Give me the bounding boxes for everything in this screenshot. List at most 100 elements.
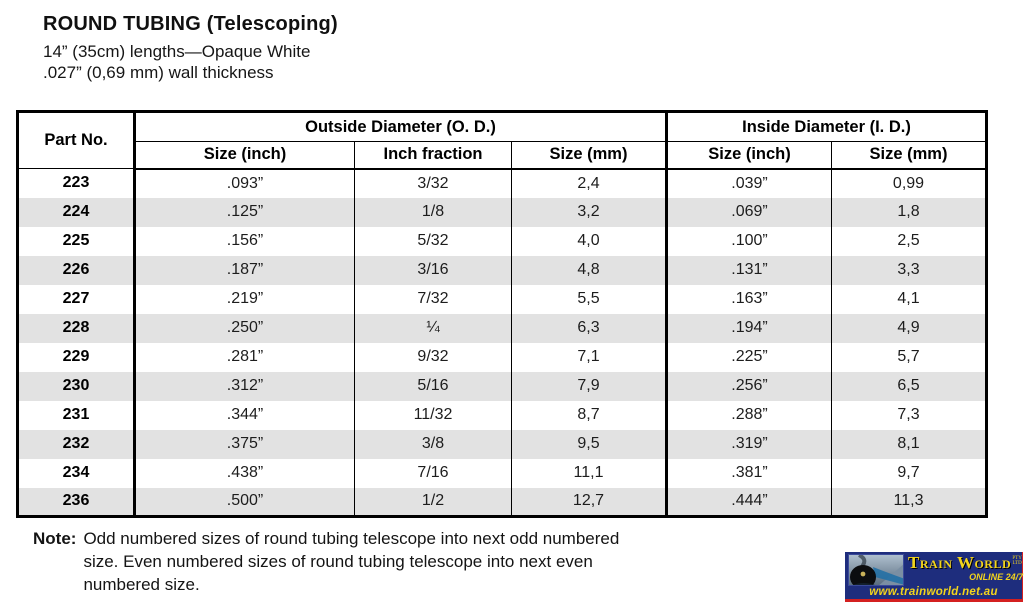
id-inch-cell: .288”: [666, 400, 832, 430]
od-mm-cell: 7,9: [511, 371, 668, 401]
id-mm-cell: 7,3: [831, 400, 987, 430]
id-inch-cell: .225”: [666, 342, 832, 372]
od-inch-cell: .093”: [134, 168, 355, 198]
part-no-cell: 229: [17, 342, 136, 372]
od-fraction-cell: 7/32: [354, 284, 512, 314]
od-fraction-cell: 7/16: [354, 458, 512, 488]
od-inch-cell: .281”: [134, 342, 355, 372]
id-mm-cell: 2,5: [831, 226, 987, 256]
id-mm-cell: 9,7: [831, 458, 987, 488]
part-no-cell: 223: [17, 168, 136, 198]
od-mm-cell: 5,5: [511, 284, 668, 314]
logo-brand-text: Train World: [908, 553, 1012, 572]
logo-top-row: Train World Pty Ltd ONLINE 24/7: [848, 554, 1023, 586]
od-fraction-cell: 11/32: [354, 400, 512, 430]
od-inch-cell: .219”: [134, 284, 355, 314]
od-fraction-cell: ¼: [354, 313, 512, 343]
od-mm-cell: 4,0: [511, 226, 668, 256]
id-size-inch-header: Size (inch): [666, 141, 832, 170]
od-inch-fraction-header: Inch fraction: [354, 141, 512, 170]
part-no-cell: 228: [17, 313, 136, 343]
part-no-cell: 230: [17, 371, 136, 401]
od-size-inch-header: Size (inch): [134, 141, 355, 170]
od-inch-cell: .500”: [134, 487, 355, 517]
part-no-cell: 232: [17, 429, 136, 459]
id-mm-cell: 6,5: [831, 371, 987, 401]
note-text: Odd numbered sizes of round tubing teles…: [83, 529, 620, 594]
od-inch-cell: .375”: [134, 429, 355, 459]
subtitle-lengths: 14” (35cm) lengths—Opaque White: [43, 42, 311, 61]
id-mm-cell: 1,8: [831, 197, 987, 227]
logo-url: www.trainworld.net.au: [869, 586, 998, 598]
table-row: 227 .219” 7/32 5,5 .163” 4,1: [17, 284, 987, 314]
od-mm-cell: 6,3: [511, 313, 668, 343]
od-fraction-cell: 5/16: [354, 371, 512, 401]
table-row: 224 .125” 1/8 3,2 .069” 1,8: [17, 197, 987, 227]
id-inch-cell: .256”: [666, 371, 832, 401]
od-inch-cell: .250”: [134, 313, 355, 343]
id-inch-cell: .444”: [666, 487, 832, 517]
part-no-cell: 225: [17, 226, 136, 256]
id-inch-cell: .100”: [666, 226, 832, 256]
id-inch-cell: .319”: [666, 429, 832, 459]
table-row: 228 .250” ¼ 6,3 .194” 4,9: [17, 313, 987, 343]
part-no-cell: 231: [17, 400, 136, 430]
od-size-mm-header: Size (mm): [511, 141, 668, 170]
part-no-cell: 224: [17, 197, 136, 227]
part-no-header: Part No.: [17, 111, 136, 169]
subtitle-wall-thickness: .027” (0,69 mm) wall thickness: [43, 63, 274, 82]
train-photo: [848, 554, 904, 586]
od-fraction-cell: 1/2: [354, 487, 512, 517]
od-fraction-cell: 9/32: [354, 342, 512, 372]
id-inch-cell: .039”: [666, 168, 832, 198]
note-label: Note:: [33, 529, 77, 548]
od-inch-cell: .344”: [134, 400, 355, 430]
id-mm-cell: 4,9: [831, 313, 987, 343]
page-title: ROUND TUBING (Telescoping): [43, 13, 338, 35]
id-inch-cell: .194”: [666, 313, 832, 343]
table-row: 229 .281” 9/32 7,1 .225” 5,7: [17, 342, 987, 372]
table-row: 234 .438” 7/16 11,1 .381” 9,7: [17, 458, 987, 488]
part-no-cell: 227: [17, 284, 136, 314]
table-row: 236 .500” 1/2 12,7 .444” 11,3: [17, 487, 987, 517]
od-inch-cell: .125”: [134, 197, 355, 227]
od-fraction-cell: 3/32: [354, 168, 512, 198]
tubing-size-table: Part No. Outside Diameter (O. D.) Inside…: [16, 110, 988, 518]
trainworld-logo: Train World Pty Ltd ONLINE 24/7 www.trai…: [845, 552, 1023, 602]
footnote: Note: Odd numbered sizes of round tubing…: [33, 527, 628, 596]
id-mm-cell: 5,7: [831, 342, 987, 372]
part-no-cell: 234: [17, 458, 136, 488]
title-block: ROUND TUBING (Telescoping) 14” (35cm) le…: [43, 13, 338, 83]
table-row: 226 .187” 3/16 4,8 .131” 3,3: [17, 255, 987, 285]
od-fraction-cell: 1/8: [354, 197, 512, 227]
part-no-cell: 226: [17, 255, 136, 285]
od-inch-cell: .187”: [134, 255, 355, 285]
id-mm-cell: 8,1: [831, 429, 987, 459]
od-fraction-cell: 3/16: [354, 255, 512, 285]
outside-diameter-group-header: Outside Diameter (O. D.): [134, 111, 668, 142]
id-inch-cell: .163”: [666, 284, 832, 314]
id-mm-cell: 3,3: [831, 255, 987, 285]
od-fraction-cell: 3/8: [354, 429, 512, 459]
id-mm-cell: 4,1: [831, 284, 987, 314]
table-row: 230 .312” 5/16 7,9 .256” 6,5: [17, 371, 987, 401]
od-mm-cell: 7,1: [511, 342, 668, 372]
header-sub-row: Size (inch) Inch fraction Size (mm) Size…: [18, 141, 987, 170]
table-row: 232 .375” 3/8 9,5 .319” 8,1: [17, 429, 987, 459]
od-fraction-cell: 5/32: [354, 226, 512, 256]
logo-brand-block: Train World Pty Ltd ONLINE 24/7: [904, 554, 1023, 582]
od-mm-cell: 8,7: [511, 400, 668, 430]
id-inch-cell: .069”: [666, 197, 832, 227]
table-row: 225 .156” 5/32 4,0 .100” 2,5: [17, 226, 987, 256]
logo-tagline: ONLINE 24/7: [969, 572, 1024, 582]
logo-brand-suffix: Pty Ltd: [1012, 556, 1022, 566]
id-inch-cell: .131”: [666, 255, 832, 285]
part-no-cell: 236: [17, 487, 136, 517]
od-inch-cell: .156”: [134, 226, 355, 256]
od-mm-cell: 2,4: [511, 168, 668, 198]
id-mm-cell: 11,3: [831, 487, 987, 517]
id-size-mm-header: Size (mm): [831, 141, 987, 170]
od-inch-cell: .312”: [134, 371, 355, 401]
od-inch-cell: .438”: [134, 458, 355, 488]
